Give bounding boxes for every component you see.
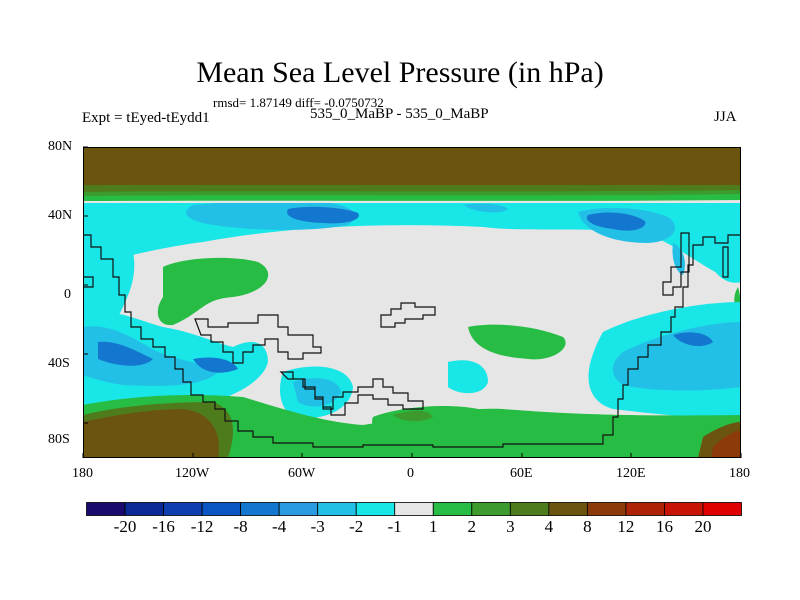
field-dkred-se bbox=[711, 430, 741, 458]
colorbar-swatch-1 bbox=[124, 502, 164, 516]
colorbar-swatch-4 bbox=[240, 502, 280, 516]
ytick-label-40s: 40S bbox=[48, 356, 70, 371]
field-blue-east-vert bbox=[672, 243, 685, 275]
coastline-nw-stub bbox=[83, 276, 94, 288]
colorbar-label-8: 1 bbox=[429, 517, 438, 536]
chart-title: Mean Sea Level Pressure (in hPa) bbox=[196, 56, 604, 89]
map-plot bbox=[83, 147, 741, 458]
xtick-label-0: 0 bbox=[407, 466, 414, 481]
field-green-trop-1 bbox=[157, 257, 269, 326]
colorbar-label-5: -3 bbox=[310, 517, 325, 536]
ytick-label-80n: 80N bbox=[48, 139, 73, 154]
coastline-inlet-2 bbox=[279, 371, 424, 416]
coastline-west bbox=[83, 234, 741, 448]
colorbar-label-0: -20 bbox=[113, 517, 137, 536]
colorbar-swatch-10 bbox=[471, 502, 511, 516]
field-blue-sw-1 bbox=[83, 326, 218, 386]
colorbar-label-9: 2 bbox=[467, 517, 477, 536]
colorbar-swatch-8 bbox=[394, 502, 434, 516]
colorbar-swatch-15 bbox=[664, 502, 704, 516]
field-brown-sw bbox=[83, 409, 219, 458]
colorbar-swatch-16 bbox=[702, 502, 742, 516]
colorbar-swatch-3 bbox=[201, 502, 242, 516]
field-blue-se-2 bbox=[673, 332, 713, 347]
colorbar-label-7: -1 bbox=[387, 517, 402, 536]
field-blue-north-4 bbox=[586, 212, 646, 231]
experiment-label: Expt = tEyed-tEydd1 bbox=[82, 110, 210, 126]
colorbar-label-11: 4 bbox=[544, 517, 554, 536]
field-ltgreen-north bbox=[83, 194, 741, 201]
stats-text: rmsd= 1.87149 diff= -0.0750732 bbox=[213, 95, 384, 110]
field-blue-sw-2 bbox=[98, 341, 153, 366]
colorbar-swatch-0 bbox=[86, 502, 126, 516]
ytick-label-80s: 80S bbox=[48, 432, 70, 447]
coastline-island bbox=[380, 302, 436, 328]
colorbar-label-13: 12 bbox=[617, 517, 635, 536]
colorbar-swatch-13 bbox=[586, 502, 627, 516]
coastline-east-peninsula bbox=[662, 232, 690, 296]
colorbar-swatch-14 bbox=[625, 502, 665, 516]
coastline-east-strip bbox=[722, 246, 729, 278]
continent-outlines bbox=[83, 232, 741, 448]
xtick-label-60e: 60E bbox=[510, 466, 533, 481]
coastline-inlet-1 bbox=[194, 314, 322, 364]
xtick-label-60w: 60W bbox=[288, 466, 316, 481]
field-cyan-north-west bbox=[83, 227, 135, 323]
field-dkgreen-north bbox=[83, 185, 741, 193]
colorbar-label-10: 3 bbox=[506, 517, 515, 536]
colorbar-label-2: -12 bbox=[190, 517, 214, 536]
season-label: JJA bbox=[714, 109, 737, 125]
comparison-label: 535_0_MaBP - 535_0_MaBP bbox=[310, 106, 489, 122]
field-dkgreen-s bbox=[393, 410, 433, 422]
colorbar-swatch-12 bbox=[548, 502, 588, 516]
field-light-band bbox=[83, 199, 741, 203]
colorbar-label-12: 8 bbox=[583, 517, 592, 536]
colorbar-swatch-6 bbox=[317, 502, 357, 516]
colorbar-swatch-11 bbox=[509, 502, 550, 516]
colorbar-label-4: -4 bbox=[272, 517, 287, 536]
colorbar-swatch-7 bbox=[355, 502, 396, 516]
field-green-north bbox=[83, 190, 741, 197]
colorbar-label-3: -8 bbox=[233, 517, 248, 536]
field-green-trop-2 bbox=[468, 324, 566, 360]
colorbar-label-1: -16 bbox=[152, 517, 175, 536]
xtick-label-180w: 180 bbox=[72, 466, 93, 481]
ytick-label-40n: 40N bbox=[48, 208, 73, 223]
field-blue-north-5 bbox=[463, 203, 508, 213]
axis-ticks bbox=[82, 146, 742, 458]
colorbar-label-14: 16 bbox=[655, 517, 673, 536]
colorbar-swatch-5 bbox=[278, 502, 319, 516]
colorbar-swatch-9 bbox=[432, 502, 473, 516]
field-blue-north-2 bbox=[287, 206, 359, 224]
field-cyan-east bbox=[703, 232, 741, 283]
ytick-label-0: 0 bbox=[64, 287, 71, 302]
field-blue-sw-3 bbox=[193, 357, 238, 373]
colorbar-label-6: -2 bbox=[349, 517, 364, 536]
colorbar-label-15: 20 bbox=[694, 517, 712, 536]
field-brown-north bbox=[83, 147, 741, 185]
xtick-label-120e: 120E bbox=[616, 466, 646, 481]
field-cyan-s-center bbox=[448, 360, 488, 394]
xtick-label-120w: 120W bbox=[175, 466, 210, 481]
colorbar bbox=[86, 502, 742, 516]
colorbar-swatch-2 bbox=[163, 502, 203, 516]
xtick-label-180e: 180 bbox=[729, 466, 750, 481]
